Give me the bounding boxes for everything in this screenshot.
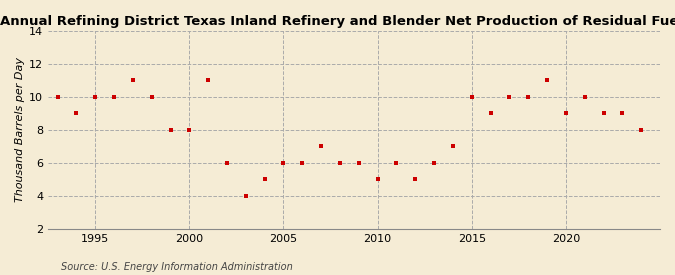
Point bbox=[617, 111, 628, 115]
Point bbox=[429, 160, 439, 165]
Point bbox=[598, 111, 609, 115]
Point bbox=[485, 111, 496, 115]
Point bbox=[541, 78, 552, 82]
Point bbox=[297, 160, 308, 165]
Point bbox=[109, 94, 119, 99]
Point bbox=[504, 94, 515, 99]
Point bbox=[52, 94, 63, 99]
Point bbox=[372, 177, 383, 181]
Y-axis label: Thousand Barrels per Day: Thousand Barrels per Day bbox=[15, 57, 25, 202]
Point bbox=[184, 127, 195, 132]
Point bbox=[90, 94, 101, 99]
Point bbox=[335, 160, 346, 165]
Point bbox=[391, 160, 402, 165]
Point bbox=[636, 127, 647, 132]
Point bbox=[146, 94, 157, 99]
Title: Annual Refining District Texas Inland Refinery and Blender Net Production of Res: Annual Refining District Texas Inland Re… bbox=[0, 15, 675, 28]
Point bbox=[560, 111, 571, 115]
Point bbox=[71, 111, 82, 115]
Point bbox=[278, 160, 289, 165]
Point bbox=[410, 177, 421, 181]
Point bbox=[128, 78, 138, 82]
Point bbox=[466, 94, 477, 99]
Point bbox=[202, 78, 213, 82]
Point bbox=[523, 94, 534, 99]
Point bbox=[354, 160, 364, 165]
Point bbox=[316, 144, 327, 148]
Point bbox=[221, 160, 232, 165]
Point bbox=[579, 94, 590, 99]
Point bbox=[165, 127, 176, 132]
Text: Source: U.S. Energy Information Administration: Source: U.S. Energy Information Administ… bbox=[61, 262, 292, 272]
Point bbox=[448, 144, 458, 148]
Point bbox=[259, 177, 270, 181]
Point bbox=[240, 193, 251, 198]
